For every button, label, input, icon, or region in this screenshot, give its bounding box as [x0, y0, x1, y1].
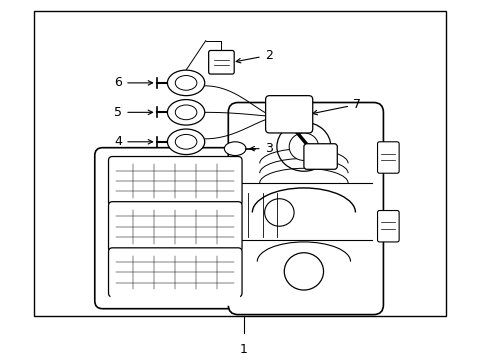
Ellipse shape [224, 142, 245, 156]
FancyBboxPatch shape [108, 157, 242, 206]
Ellipse shape [288, 133, 318, 161]
FancyBboxPatch shape [108, 202, 242, 252]
Ellipse shape [167, 100, 204, 125]
FancyBboxPatch shape [95, 148, 255, 309]
Text: 7: 7 [312, 98, 360, 115]
FancyBboxPatch shape [303, 144, 337, 169]
Text: 2: 2 [236, 49, 272, 63]
Text: 4: 4 [114, 135, 152, 148]
FancyBboxPatch shape [265, 96, 312, 133]
Ellipse shape [284, 253, 323, 290]
Ellipse shape [175, 76, 197, 90]
FancyBboxPatch shape [110, 294, 240, 306]
FancyBboxPatch shape [377, 211, 398, 242]
Ellipse shape [175, 105, 197, 120]
Ellipse shape [167, 129, 204, 154]
FancyBboxPatch shape [228, 103, 383, 315]
Ellipse shape [264, 199, 293, 226]
FancyBboxPatch shape [377, 142, 398, 173]
Text: 3: 3 [249, 142, 272, 155]
FancyBboxPatch shape [208, 50, 234, 74]
Bar [34, 11, 446, 316]
Text: 6: 6 [114, 76, 152, 89]
Ellipse shape [276, 122, 330, 171]
FancyBboxPatch shape [108, 248, 242, 297]
Ellipse shape [167, 70, 204, 96]
Text: 5: 5 [114, 106, 152, 119]
Ellipse shape [175, 134, 197, 149]
Text: 1: 1 [240, 343, 247, 356]
